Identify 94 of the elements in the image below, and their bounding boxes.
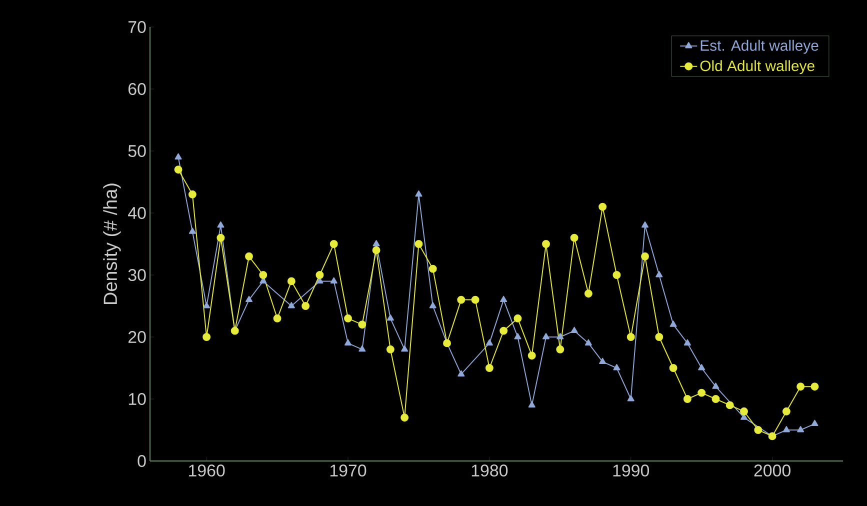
legend-label: Est. Adult walleye (700, 40, 818, 54)
point (712, 382, 720, 389)
point (457, 296, 466, 304)
point (542, 333, 550, 340)
point (458, 370, 465, 376)
point (626, 333, 635, 341)
point (570, 234, 578, 242)
point (796, 382, 805, 391)
point (288, 302, 295, 308)
point (245, 252, 253, 260)
point (584, 290, 592, 298)
point (287, 277, 296, 286)
y-tick-label: 70 (128, 21, 146, 34)
x-tick-label: 1970 (330, 464, 366, 477)
y-tick-label: 60 (128, 83, 146, 96)
point (726, 401, 734, 410)
point (514, 314, 522, 322)
y-tick-label: 50 (128, 145, 146, 158)
point (528, 352, 536, 360)
point (656, 271, 663, 278)
point (358, 320, 366, 329)
point (302, 302, 310, 310)
point (584, 339, 592, 346)
point (684, 339, 691, 346)
point (641, 221, 649, 228)
point (528, 401, 536, 408)
point (188, 228, 196, 234)
point (485, 364, 494, 372)
point (358, 345, 366, 352)
point (415, 190, 422, 197)
point (386, 345, 394, 354)
point (273, 314, 282, 322)
point (641, 252, 649, 260)
point (217, 221, 224, 228)
point (810, 382, 819, 391)
point (613, 364, 620, 370)
point (500, 326, 508, 335)
point (782, 426, 790, 432)
point (612, 271, 621, 279)
point (556, 345, 564, 354)
point (203, 302, 210, 308)
point (542, 240, 550, 248)
x-tick-label: 1960 (189, 464, 225, 477)
point (372, 240, 380, 246)
point (372, 246, 380, 254)
point (316, 271, 324, 279)
point (174, 166, 182, 174)
point (754, 426, 762, 434)
point (599, 358, 606, 364)
point (386, 314, 394, 321)
point (330, 240, 338, 248)
point (429, 302, 436, 308)
point (245, 296, 253, 302)
x-tick-label: 1980 (472, 464, 508, 477)
x-tick-label: 2000 (754, 464, 790, 477)
point (514, 333, 522, 340)
y-tick-label: 30 (128, 269, 146, 282)
legend-label: Old Adult walleye (700, 60, 814, 74)
point (797, 426, 804, 432)
point (414, 240, 423, 248)
point (669, 364, 678, 372)
y-axis-title: Density (# /ha) (103, 184, 121, 304)
x-tick-label: 1990 (613, 464, 650, 477)
point (486, 339, 493, 346)
point (683, 395, 692, 403)
point (670, 320, 677, 327)
point (428, 264, 437, 273)
point (655, 333, 664, 341)
point (627, 395, 634, 402)
point (598, 202, 607, 211)
point (471, 296, 480, 304)
point (202, 333, 211, 341)
point (330, 277, 338, 284)
y-tick-label: 10 (128, 393, 146, 406)
point (698, 388, 706, 397)
point (344, 314, 352, 322)
point (174, 153, 182, 160)
y-tick-label: 0 (138, 455, 146, 467)
point (556, 333, 564, 340)
point (401, 345, 408, 352)
point (344, 339, 352, 346)
point (400, 414, 409, 422)
point (698, 364, 706, 370)
point (500, 296, 508, 302)
point (259, 271, 268, 279)
point (811, 420, 818, 426)
point (216, 234, 225, 242)
point (188, 190, 196, 198)
point (712, 395, 720, 403)
point (782, 407, 790, 416)
point (570, 326, 578, 334)
y-tick-label: 40 (128, 207, 146, 220)
y-tick-label: 20 (128, 331, 146, 344)
point (740, 407, 748, 416)
